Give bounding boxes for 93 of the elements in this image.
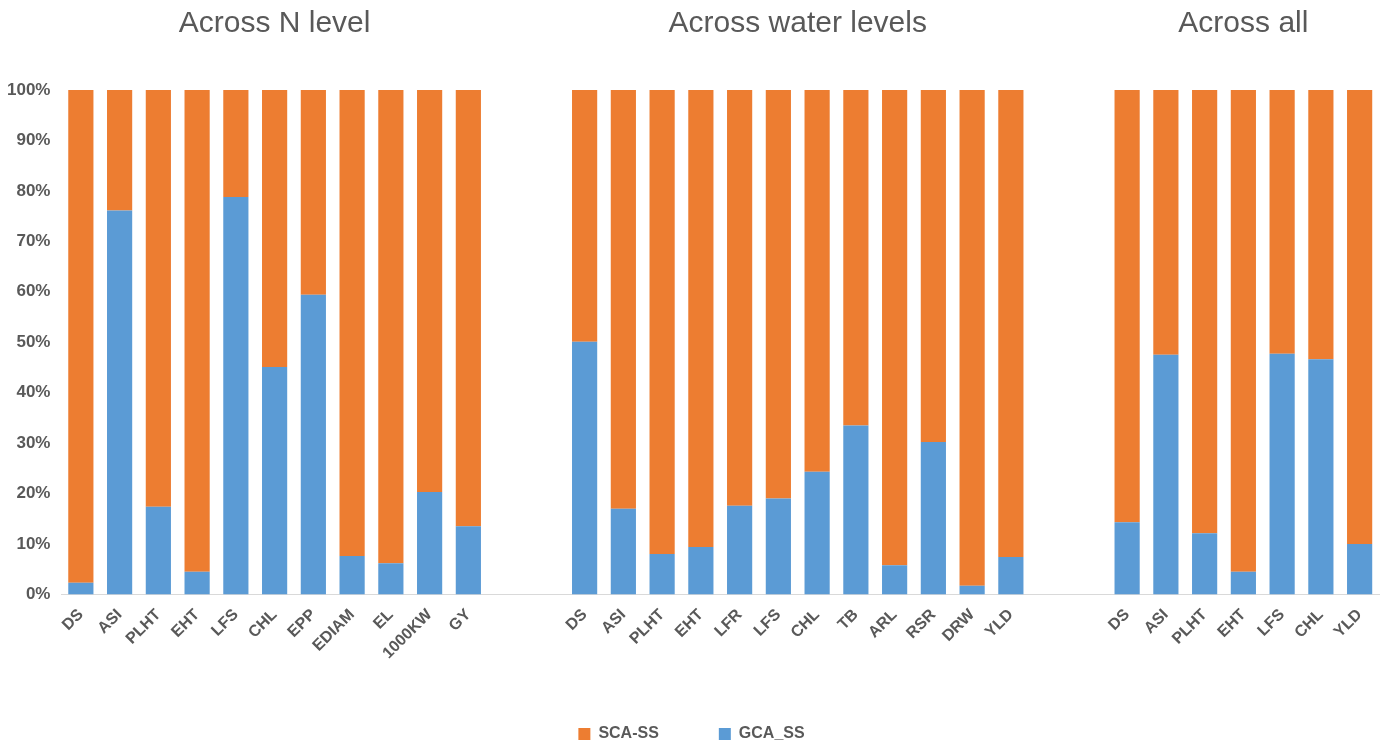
bar (998, 557, 1024, 595)
bar (765, 498, 791, 595)
x-tick-label: YLD (1330, 605, 1365, 641)
bar (998, 90, 1024, 558)
text: Across N level (178, 5, 371, 39)
bar (572, 90, 598, 342)
x-tick-label: LFS (207, 605, 242, 639)
y-tick-label: 90% (16, 130, 51, 150)
y-tick-label: 10% (16, 533, 51, 553)
y-tick-label: 100% (7, 79, 51, 99)
x-tick-label: YLD (981, 605, 1017, 641)
bar (1269, 90, 1295, 354)
bar (1153, 90, 1179, 355)
bar (339, 90, 365, 557)
bar (959, 90, 985, 586)
x-tick-label: CHL (244, 605, 280, 641)
bar (1347, 543, 1373, 595)
x-tick-label: ASI (1140, 605, 1172, 637)
bar (649, 554, 675, 595)
x-tick-label: LFS (1253, 605, 1288, 639)
bar (688, 546, 714, 595)
y-tick-label: 60% (16, 281, 51, 301)
x-tick-label: TB (834, 605, 862, 633)
bar (300, 294, 326, 595)
y-tick-label: 30% (16, 432, 51, 452)
bar (1114, 90, 1140, 523)
x-tick-label: CHL (1290, 605, 1327, 641)
bar (184, 90, 210, 572)
bar (378, 563, 404, 595)
x-tick-label: LFS (750, 605, 784, 639)
bar (1192, 533, 1218, 595)
x-tick-label: CHL (787, 605, 823, 641)
bar (882, 565, 908, 595)
bar (378, 90, 404, 564)
bar (1114, 522, 1140, 595)
bar (959, 585, 985, 595)
bar (184, 571, 210, 595)
bar (843, 425, 869, 595)
bar (727, 505, 753, 595)
bar (804, 471, 830, 595)
y-tick-label: 0% (25, 584, 51, 604)
bar (223, 90, 249, 197)
bar (1308, 90, 1334, 360)
bar (610, 90, 636, 509)
bar (1347, 90, 1373, 544)
legend-label: GCA_SS (738, 724, 805, 742)
bar (455, 526, 481, 595)
bar (262, 366, 288, 595)
x-tick-label: ARL (864, 605, 901, 641)
x-tick-label: ASI (93, 605, 125, 637)
bar (300, 90, 326, 295)
x-tick-label: DS (1104, 605, 1133, 634)
bar (145, 506, 171, 595)
bar (727, 90, 753, 506)
bar (765, 90, 791, 499)
bar (68, 582, 94, 595)
bar (843, 90, 869, 426)
bar (1192, 90, 1218, 534)
x-tick-label: DS (58, 605, 87, 634)
bar (107, 90, 133, 211)
y-tick-label: 20% (16, 483, 51, 503)
x-tick-label: ASI (597, 605, 629, 637)
bar (339, 556, 365, 595)
bar (262, 90, 288, 367)
y-tick-label: 50% (16, 331, 51, 351)
bar (610, 508, 636, 595)
bar (804, 90, 830, 472)
bar (417, 90, 443, 493)
bar (223, 196, 249, 595)
text: Across all (1178, 5, 1309, 39)
bar (572, 341, 598, 595)
bar (1269, 353, 1295, 595)
bar (107, 210, 133, 595)
bar (920, 442, 946, 595)
bar (1308, 359, 1334, 595)
y-tick-label: 40% (16, 382, 51, 402)
bar (455, 90, 481, 527)
bar (1230, 90, 1256, 572)
y-tick-label: 70% (16, 231, 51, 251)
x-tick-label: DS (562, 605, 591, 634)
bar (882, 90, 908, 566)
text: Across water levels (668, 5, 927, 39)
x-tick-label: GY (445, 605, 474, 634)
bar (145, 90, 171, 507)
bar (649, 90, 675, 555)
bar (1153, 354, 1179, 595)
y-tick-label: 80% (16, 180, 51, 200)
bar (417, 492, 443, 595)
bar (688, 90, 714, 547)
bar (1230, 571, 1256, 595)
bar (920, 90, 946, 443)
legend-label: SCA-SS (598, 724, 660, 742)
bar (68, 90, 94, 583)
